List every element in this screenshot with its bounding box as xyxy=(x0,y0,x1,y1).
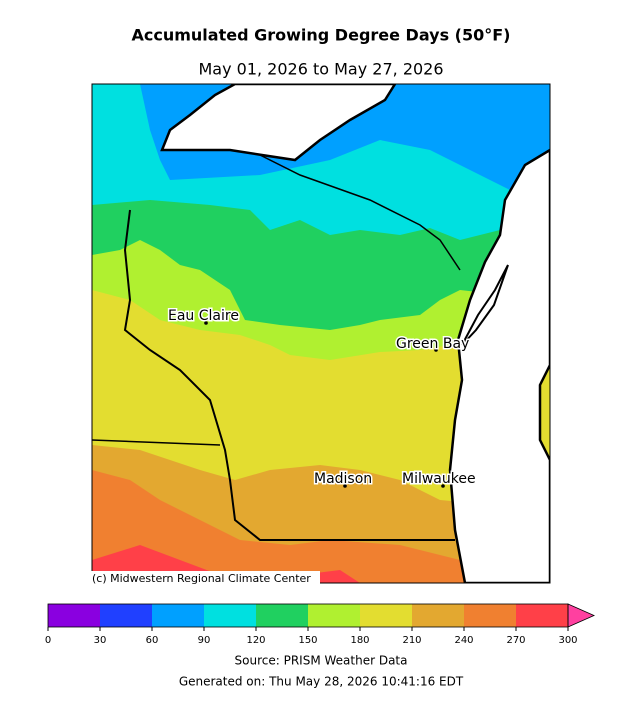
colorbar-tick-label: 60 xyxy=(146,635,159,646)
state-border xyxy=(259,154,461,271)
credit-box xyxy=(88,571,320,587)
colorbar-tick-label: 0 xyxy=(45,635,51,646)
colorbar-segment xyxy=(308,604,360,627)
city-label: Milwaukee xyxy=(402,471,476,487)
city-dot xyxy=(434,348,438,352)
map-frame xyxy=(91,83,551,584)
title: Accumulated Growing Degree Days (50°F) xyxy=(132,26,511,45)
city-label: Madison xyxy=(314,471,372,487)
state-border xyxy=(92,439,221,446)
city-label: Eau Claire xyxy=(168,308,239,324)
colorbar-extend xyxy=(567,603,595,628)
city-dot xyxy=(343,484,347,488)
colorbar-tick-label: 30 xyxy=(94,635,107,646)
green-bay xyxy=(461,264,509,346)
colorbar-tick-label: 240 xyxy=(454,635,473,646)
lake-superior xyxy=(160,84,397,162)
colorbar-segment xyxy=(360,604,412,627)
city-label: Green Bay xyxy=(396,336,469,352)
source: Source: PRISM Weather Data xyxy=(235,654,408,668)
colorbar-tick-label: 300 xyxy=(558,635,577,646)
colorbar-segment xyxy=(152,604,204,627)
colorbar-tick-label: 210 xyxy=(402,635,421,646)
credit: (c) Midwestern Regional Climate Center xyxy=(92,572,311,585)
colorbar-segment xyxy=(412,604,464,627)
colorbar-tick-label: 120 xyxy=(246,635,265,646)
colorbar: 0 30 60 90 120 150 180 210 240 270 300 xyxy=(45,603,595,646)
map: Eau Claire Green Bay Madison Milwaukee (… xyxy=(88,83,551,587)
city-dot xyxy=(441,484,445,488)
colorbar-segment xyxy=(516,604,568,627)
colorbar-tick-label: 180 xyxy=(350,635,369,646)
generated: Generated on: Thu May 28, 2026 10:41:16 … xyxy=(179,675,464,689)
colorbar-tick-label: 150 xyxy=(298,635,317,646)
zone xyxy=(92,470,550,583)
state-border xyxy=(123,209,455,541)
city-dot xyxy=(204,321,208,325)
lake-michigan xyxy=(448,148,550,583)
subtitle: May 01, 2026 to May 27, 2026 xyxy=(198,60,443,79)
colorbar-tick-label: 270 xyxy=(506,635,525,646)
colorbar-tick-label: 90 xyxy=(198,635,211,646)
colorbar-segment xyxy=(464,604,516,627)
colorbar-segment xyxy=(256,604,308,627)
colorbar-segment xyxy=(48,604,100,627)
colorbar-segment xyxy=(204,604,256,627)
colorbar-segment xyxy=(100,604,152,627)
